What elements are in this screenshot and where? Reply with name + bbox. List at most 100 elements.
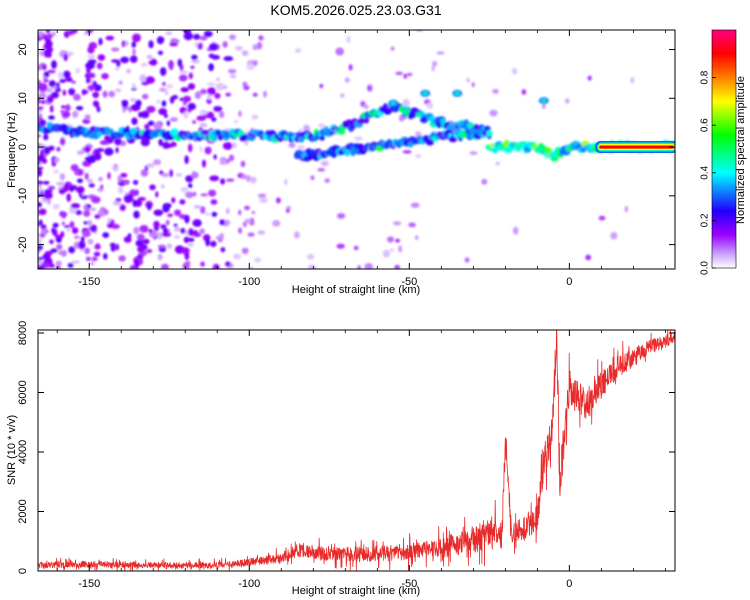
snr-x-tick-label: 0 xyxy=(566,578,572,590)
heatmap-cell xyxy=(406,72,413,77)
heatmap-cell xyxy=(187,83,196,90)
heatmap-cell xyxy=(122,108,126,113)
heatmap-cell xyxy=(48,145,55,151)
figure-title: KOM5.2026.025.23.03.G31 xyxy=(270,2,441,18)
heatmap-cell xyxy=(73,235,80,239)
heatmap-cell xyxy=(38,238,43,246)
heatmap-cell xyxy=(382,249,390,258)
heatmap-cell xyxy=(86,66,91,74)
heatmap-cell xyxy=(160,67,167,76)
heatmap-cell xyxy=(39,233,46,238)
heatmap-cell xyxy=(82,230,91,238)
heatmap-cell xyxy=(43,75,47,80)
heatmap-cell xyxy=(200,261,206,267)
heatmap-cell xyxy=(184,155,189,165)
heatmap-cell xyxy=(317,168,326,172)
heatmap-cell xyxy=(170,141,177,147)
heatmap-cell xyxy=(38,188,41,194)
heatmap-cell xyxy=(60,109,66,114)
heatmap-cell xyxy=(495,161,500,166)
heatmap-cell xyxy=(169,117,178,122)
heatmap-cell xyxy=(252,60,258,66)
spectrogram-x-tick-label: -50 xyxy=(401,276,417,288)
heatmap-cell xyxy=(163,113,168,119)
heatmap-cell xyxy=(132,82,136,90)
heatmap-cell xyxy=(213,154,217,160)
heatmap-cell xyxy=(197,43,203,50)
heatmap-cell xyxy=(62,89,67,96)
heatmap-cell xyxy=(200,129,210,136)
heatmap-cell xyxy=(204,146,212,155)
heatmap-cell xyxy=(59,137,66,146)
heatmap-cell xyxy=(121,40,126,48)
heatmap-cell xyxy=(130,97,137,103)
heatmap-cell xyxy=(108,90,115,98)
heatmap-cell xyxy=(38,249,41,254)
colorbar-axis: 0.0 0.2 0.4 0.6 0.8 xyxy=(700,70,716,275)
heatmap-cell xyxy=(84,145,91,153)
heatmap-cell xyxy=(40,228,49,235)
heatmap-cell xyxy=(227,68,237,74)
heatmap-cell xyxy=(185,191,194,198)
heatmap-cell xyxy=(215,82,225,91)
heatmap-cell xyxy=(78,240,86,250)
heatmap-cell xyxy=(191,59,201,64)
snr-axes: -150 -100 -50 0 0 2000 4000 6000 8000 xyxy=(17,321,675,590)
heatmap-cell xyxy=(76,150,85,155)
heatmap-cell xyxy=(161,184,165,189)
heatmap-cell xyxy=(511,67,518,75)
heatmap-cell xyxy=(149,184,156,191)
heatmap-cell xyxy=(521,89,527,95)
heatmap-cell xyxy=(131,41,137,48)
heatmap-cell xyxy=(172,95,178,100)
heatmap-cell xyxy=(56,182,65,186)
colorbar-tick-label: 0.4 xyxy=(700,165,711,179)
heatmap-cell xyxy=(199,35,208,41)
heatmap-cell xyxy=(39,119,47,127)
heatmap-cell xyxy=(171,197,176,204)
heatmap-cell xyxy=(38,169,43,177)
heatmap-cell xyxy=(48,115,55,120)
heatmap-cell xyxy=(492,88,499,94)
heatmap-cell xyxy=(71,227,79,234)
snr-x-axis-label: Height of straight line (km) xyxy=(292,585,420,597)
heatmap-cell xyxy=(184,215,190,224)
heatmap-cell xyxy=(47,197,51,205)
heatmap-cell xyxy=(49,105,54,113)
heatmap-cell xyxy=(212,263,220,269)
heatmap-cell xyxy=(70,164,79,172)
heatmap-cell xyxy=(297,144,305,150)
heatmap-cell xyxy=(466,77,470,83)
spectrogram-heatmap xyxy=(38,30,675,269)
heatmap-cell xyxy=(99,140,110,145)
heatmap-cell xyxy=(408,222,416,228)
heatmap-cell xyxy=(61,221,66,226)
heatmap-cell xyxy=(114,138,122,146)
heatmap-cell xyxy=(251,114,259,120)
heatmap-cell xyxy=(174,209,182,216)
heatmap-cell xyxy=(146,105,156,113)
heatmap-cell xyxy=(112,200,122,206)
heatmap-cell xyxy=(185,175,194,183)
heatmap-cell xyxy=(64,104,71,112)
heatmap-cell xyxy=(253,257,262,263)
heatmap-cell xyxy=(219,219,225,226)
heatmap-cell xyxy=(157,244,166,249)
heatmap-cell xyxy=(182,101,187,106)
heatmap-cell xyxy=(168,60,174,69)
heatmap-cell xyxy=(93,84,102,92)
heatmap-cell xyxy=(83,210,91,217)
spectrogram-x-tick-label: 0 xyxy=(566,276,572,288)
heatmap-cell xyxy=(143,225,149,233)
heatmap-cell xyxy=(219,160,229,165)
heatmap-cell xyxy=(205,212,211,216)
colorbar-gradient xyxy=(712,30,736,268)
heatmap-cell xyxy=(47,185,56,190)
snr-y-tick-label: 2000 xyxy=(17,499,29,523)
heatmap-cell xyxy=(110,47,120,52)
heatmap-cell xyxy=(165,31,173,36)
spectrogram-y-tick-label: 10 xyxy=(17,92,29,104)
heatmap-cell xyxy=(336,213,346,219)
heatmap-cell xyxy=(182,95,192,103)
